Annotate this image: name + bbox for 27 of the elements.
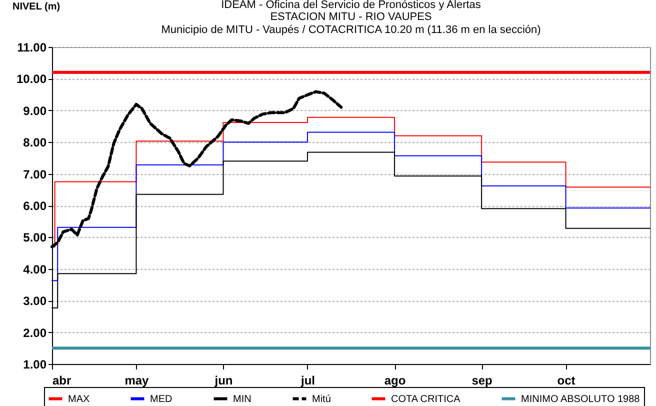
x-tick-label: ago [384, 374, 406, 388]
chart-subtitle: ESTACION MITU - RIO VAUPES Municipio de MITU - Vaupés / COTACRITICA 10.20 m (11.36 m en la sección) [161, 11, 541, 36]
legend-label: MINIMO ABSOLUTO 1988 [521, 394, 640, 405]
y-tick-label: 10.00 [16, 72, 47, 86]
x-tick-label: oct [557, 374, 576, 388]
y-tick-label: 9.00 [23, 104, 47, 118]
x-tick-label: may [124, 374, 150, 388]
legend-label: Mitú [312, 394, 331, 405]
y-tick-label: 7.00 [23, 167, 47, 182]
legend-label: MED [150, 394, 172, 405]
legend-label: MAX [68, 394, 90, 405]
x-tick-label: sep [472, 374, 492, 388]
y-tick-label: 4.00 [23, 262, 47, 276]
x-tick-label: jun [214, 374, 233, 388]
x-tick-label: jul [300, 374, 315, 388]
chart-title: IDEAM - Oficina del Servicio de Pronósticos y Alertas [221, 0, 482, 11]
y-tick-label: 8.00 [23, 136, 47, 150]
y-tick-label: 11.00 [17, 40, 47, 54]
y-axis-title: NIVEL (m) [12, 2, 60, 12]
legend-label: COTA CRITICA [391, 394, 461, 405]
y-tick-label: 5.00 [23, 230, 47, 245]
y-tick-label: 3.00 [23, 294, 47, 308]
y-tick-label: 2.00 [23, 326, 47, 340]
x-tick-label: abr [52, 374, 72, 388]
y-tick-label: 1.00 [23, 358, 47, 372]
legend-label: MIN [233, 394, 252, 405]
y-tick-label: 6.00 [23, 199, 47, 213]
